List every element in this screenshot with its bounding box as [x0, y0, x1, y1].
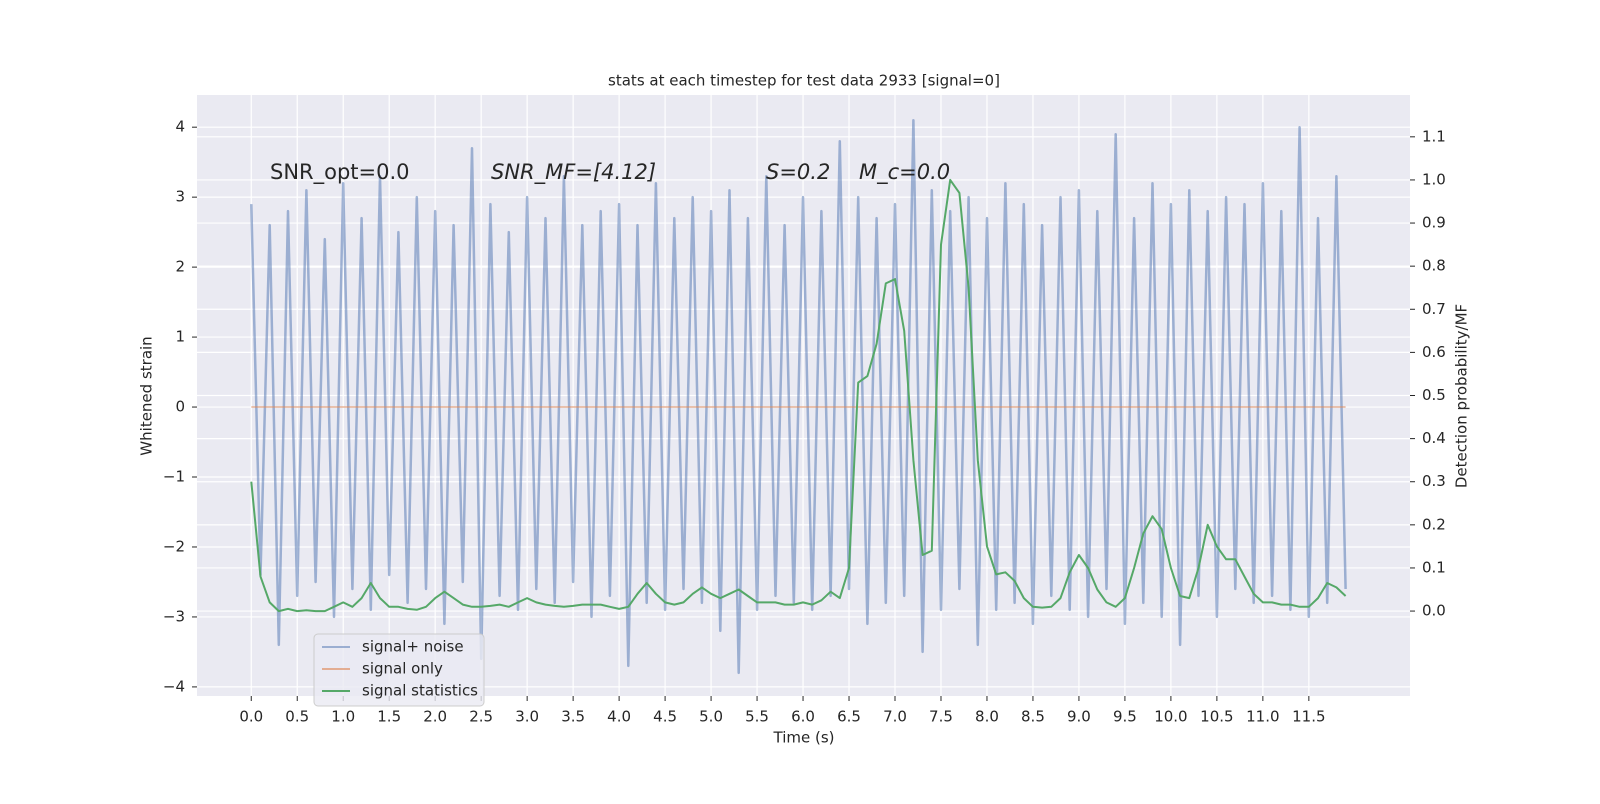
x-tick-label: 3.5 — [561, 708, 585, 726]
annotation: SNR_opt=0.0 — [270, 160, 410, 185]
x-tick-label: 11.5 — [1292, 708, 1325, 726]
y-tick-label: −1 — [163, 468, 185, 486]
line-series — [250, 118, 1347, 675]
x-tick-label: 11.0 — [1246, 708, 1279, 726]
legend-label: signal only — [362, 660, 443, 678]
x-tick-label: 9.0 — [1067, 708, 1091, 726]
y-axis-label: Whitened strain — [138, 336, 156, 455]
y2-tick-label: 0.8 — [1422, 257, 1446, 275]
y2-tick-label: 0.7 — [1422, 300, 1446, 318]
y-tick-label: 3 — [175, 188, 185, 206]
y2-tick-label: 1.1 — [1422, 127, 1446, 145]
legend-label: signal+ noise — [362, 638, 464, 656]
annotation: M_c=0.0 — [859, 160, 950, 185]
annotation: SNR_MF=[4.12] — [491, 160, 656, 185]
x-tick-label: 4.0 — [607, 708, 631, 726]
x-tick-label: 1.0 — [331, 708, 355, 726]
x-tick-label: 5.5 — [745, 708, 769, 726]
x-tick-label: 2.5 — [469, 708, 493, 726]
x-tick-label: 8.5 — [1021, 708, 1045, 726]
y2-tick-label: 0.1 — [1422, 558, 1446, 576]
y-tick-label: −4 — [163, 677, 185, 695]
y-tick-label: −3 — [163, 607, 185, 625]
x-axis-label: Time (s) — [773, 729, 835, 747]
annotation: S=0.2 — [766, 160, 830, 184]
line-series — [250, 178, 1347, 613]
chart-title: stats at each timestep for test data 293… — [608, 72, 1000, 90]
x-tick-label: 0.0 — [239, 708, 263, 726]
x-tick-label: 0.5 — [285, 708, 309, 726]
y2-tick-label: 0.3 — [1422, 472, 1446, 490]
x-tick-label: 5.0 — [699, 708, 723, 726]
x-tick-label: 9.5 — [1113, 708, 1137, 726]
y-tick-label: −2 — [163, 537, 185, 555]
x-tick-label: 6.5 — [837, 708, 861, 726]
y2-tick-label: 0.4 — [1422, 429, 1446, 447]
y-tick-label: 0 — [175, 398, 185, 416]
x-tick-label: 10.5 — [1200, 708, 1233, 726]
x-tick-label: 6.0 — [791, 708, 815, 726]
x-tick-label: 4.5 — [653, 708, 677, 726]
y2-axis-label: Detection probability/MF — [1453, 304, 1471, 488]
y2-tick-label: 1.0 — [1422, 170, 1446, 188]
legend-box — [313, 633, 485, 707]
y2-tick-label: 0.6 — [1422, 343, 1446, 361]
y2-tick-label: 0.0 — [1422, 602, 1446, 620]
x-tick-label: 7.5 — [929, 708, 953, 726]
x-tick-label: 3.0 — [515, 708, 539, 726]
x-tick-label: 1.5 — [377, 708, 401, 726]
x-tick-label: 2.0 — [423, 708, 447, 726]
y-tick-label: 4 — [175, 118, 185, 136]
x-tick-label: 10.0 — [1154, 708, 1187, 726]
y-tick-label: 2 — [175, 258, 185, 276]
y2-tick-label: 0.9 — [1422, 214, 1446, 232]
y2-tick-label: 0.2 — [1422, 515, 1446, 533]
legend-label: signal statistics — [362, 682, 478, 700]
y2-tick-label: 0.5 — [1422, 386, 1446, 404]
x-tick-label: 7.0 — [883, 708, 907, 726]
y-tick-label: 1 — [175, 328, 185, 346]
x-tick-label: 8.0 — [975, 708, 999, 726]
